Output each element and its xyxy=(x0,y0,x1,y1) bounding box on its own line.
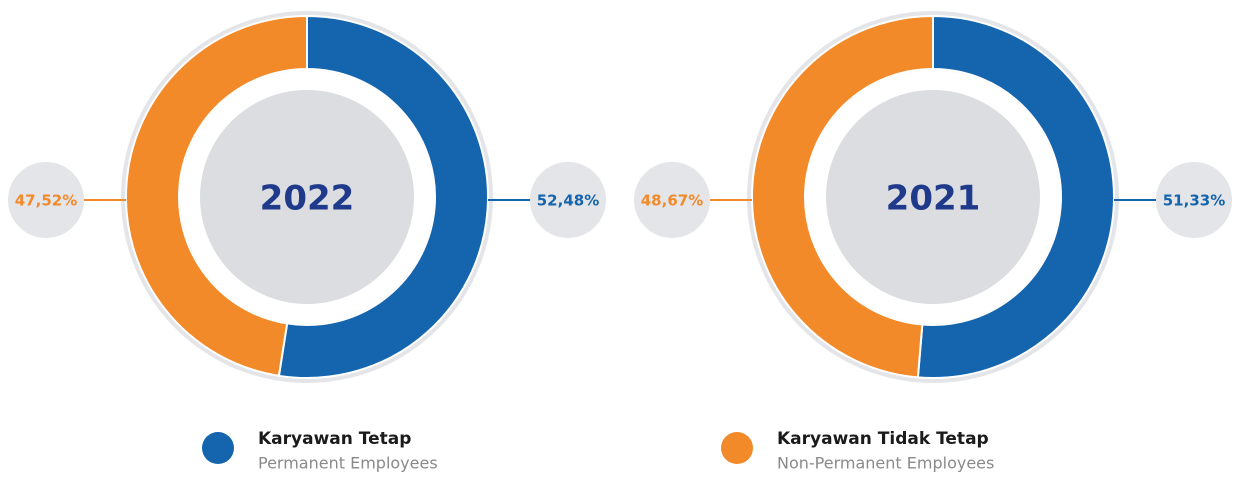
legend-name-en: Non-Permanent Employees xyxy=(777,454,994,473)
donut-segment xyxy=(916,14,1115,379)
label-bubble xyxy=(634,162,710,238)
value-label: 51,33% xyxy=(1163,192,1225,210)
donut-segment xyxy=(277,14,489,379)
legend-name: Karyawan Tidak Tetap xyxy=(777,429,989,449)
label-bubble xyxy=(1156,162,1232,238)
donut-segment xyxy=(125,14,308,377)
center-year: 2021 xyxy=(886,179,981,219)
legend-swatch xyxy=(202,432,234,464)
value-label: 48,67% xyxy=(641,192,703,210)
legend-swatch xyxy=(721,432,753,464)
legend-name: Karyawan Tetap xyxy=(258,429,411,449)
legend-name-en: Permanent Employees xyxy=(258,454,438,473)
label-bubble xyxy=(8,162,84,238)
donut-segment xyxy=(751,14,934,379)
center-year: 2022 xyxy=(260,179,355,219)
value-label: 52,48% xyxy=(537,192,599,210)
center-disc xyxy=(200,90,414,304)
label-bubble xyxy=(530,162,606,238)
value-label: 47,52% xyxy=(15,192,77,210)
center-disc xyxy=(826,90,1040,304)
